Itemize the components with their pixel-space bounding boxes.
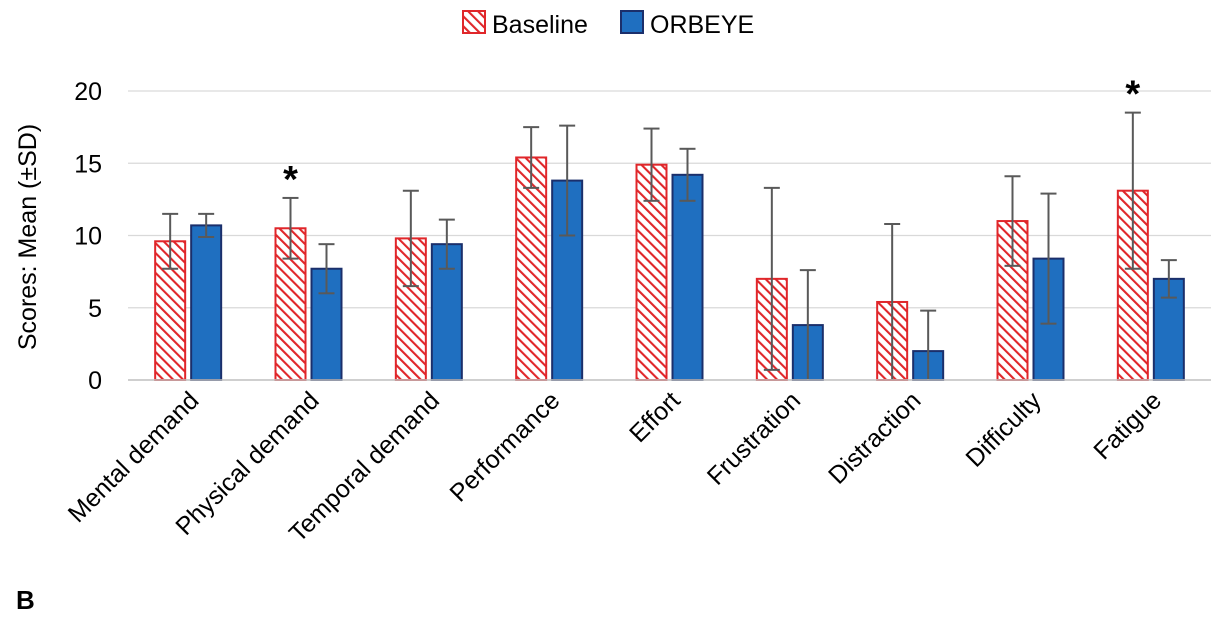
error-bar-orbeye-fatigue <box>1160 259 1177 299</box>
bar-orbeye-effort <box>671 173 704 381</box>
legend-label-orbeye: ORBEYE <box>650 11 754 39</box>
bar-orbeye-temporal-demand <box>430 243 463 381</box>
error-bar-orbeye-temporal-demand <box>438 218 455 270</box>
significance-marker-fatigue: * <box>1125 74 1140 116</box>
error-bar-baseline-temporal-demand <box>402 189 419 288</box>
x-category-label-performance: Performance <box>444 386 565 507</box>
bar-orbeye-mental-demand <box>190 224 223 381</box>
error-bar-orbeye-frustration <box>799 269 816 380</box>
legend: Baseline ORBEYE <box>462 10 754 39</box>
error-bar-baseline-frustration <box>763 186 780 371</box>
error-bar-baseline-fatigue <box>1124 111 1141 270</box>
x-category-label-fatigue: Fatigue <box>1088 386 1167 465</box>
bars <box>154 156 1185 382</box>
significance-markers: ** <box>283 74 1140 201</box>
y-tick-label: 10 <box>74 223 102 251</box>
error-bar-orbeye-effort <box>679 147 696 202</box>
error-bar-baseline-effort <box>643 127 660 202</box>
y-axis-ticks: 0 5 10 15 20 <box>74 78 102 395</box>
x-category-label-effort: Effort <box>624 386 686 448</box>
error-bars <box>162 111 1177 380</box>
y-tick-label: 20 <box>74 78 102 106</box>
panel-label: B <box>16 585 35 615</box>
x-category-label-distraction: Distraction <box>823 386 926 489</box>
y-axis-label: Scores: Mean (±SD) <box>14 124 42 350</box>
error-bar-orbeye-physical-demand <box>318 243 335 295</box>
error-bar-baseline-distraction <box>884 222 901 380</box>
gridlines <box>128 90 1211 309</box>
y-tick-label: 0 <box>88 367 102 395</box>
legend-swatch-orbeye <box>620 10 644 34</box>
error-bar-orbeye-difficulty <box>1040 192 1057 325</box>
x-category-label-difficulty: Difficulty <box>960 386 1047 473</box>
error-bar-baseline-mental-demand <box>162 212 179 270</box>
legend-label-baseline: Baseline <box>492 11 588 39</box>
significance-marker-physical-demand: * <box>283 159 298 201</box>
error-bar-orbeye-performance <box>559 124 576 237</box>
x-category-label-frustration: Frustration <box>702 386 806 490</box>
error-bar-orbeye-mental-demand <box>198 212 215 238</box>
error-bar-baseline-physical-demand <box>282 196 299 260</box>
y-tick-label: 15 <box>74 150 102 178</box>
error-bar-baseline-difficulty <box>1004 175 1021 267</box>
legend-swatch-baseline <box>462 10 486 34</box>
y-tick-label: 5 <box>88 295 102 323</box>
bar-baseline-performance <box>515 156 548 381</box>
error-bar-orbeye-distraction <box>920 309 937 380</box>
error-bar-baseline-performance <box>523 126 540 189</box>
